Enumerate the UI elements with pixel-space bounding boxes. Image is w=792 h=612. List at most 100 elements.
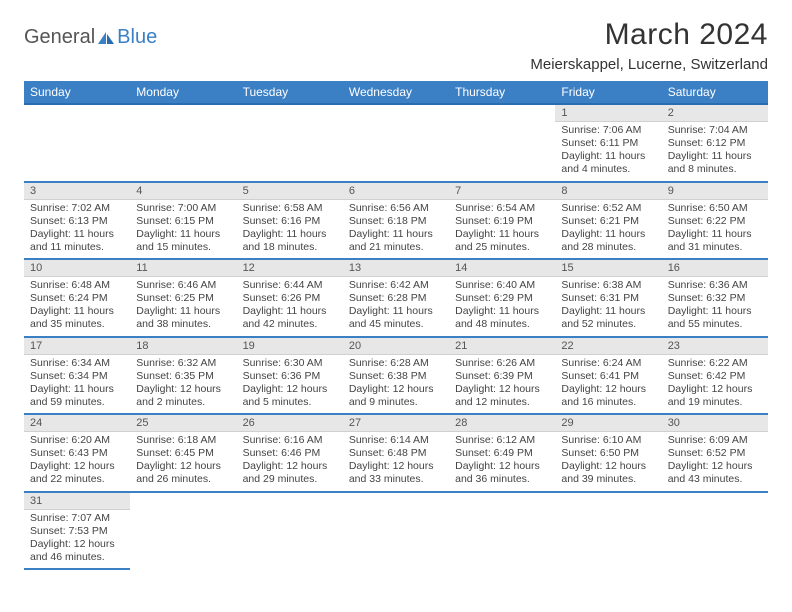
day-sr: Sunrise: 6:10 AM [561,434,655,447]
calendar-table: Sunday Monday Tuesday Wednesday Thursday… [24,81,768,570]
day-d1: Daylight: 11 hours [243,228,337,241]
day-number-cell [343,104,449,122]
day-d2: and 33 minutes. [349,473,443,486]
day-number-cell: 11 [130,259,236,277]
day-content-cell: Sunrise: 6:52 AMSunset: 6:21 PMDaylight:… [555,199,661,259]
day-d1: Daylight: 11 hours [455,305,549,318]
day-d1: Daylight: 11 hours [136,228,230,241]
day-number-cell: 26 [237,414,343,432]
day-sr: Sunrise: 6:46 AM [136,279,230,292]
day-content-cell: Sunrise: 6:46 AMSunset: 6:25 PMDaylight:… [130,277,236,337]
day-content-cell: Sunrise: 7:02 AMSunset: 6:13 PMDaylight:… [24,199,130,259]
day-d1: Daylight: 11 hours [30,383,124,396]
day-content-cell: Sunrise: 6:10 AMSunset: 6:50 PMDaylight:… [555,432,661,492]
day-d2: and 2 minutes. [136,396,230,409]
day-number-cell [237,492,343,510]
day-number-cell: 5 [237,182,343,200]
day-d1: Daylight: 12 hours [349,460,443,473]
day-content-cell: Sunrise: 6:26 AMSunset: 6:39 PMDaylight:… [449,354,555,414]
day-ss: Sunset: 6:32 PM [668,292,762,305]
day-number-cell [24,104,130,122]
day-content-cell: Sunrise: 6:14 AMSunset: 6:48 PMDaylight:… [343,432,449,492]
day-number-cell: 13 [343,259,449,277]
day-number-cell: 28 [449,414,555,432]
day-sr: Sunrise: 6:48 AM [30,279,124,292]
day-d1: Daylight: 12 hours [136,460,230,473]
weekday-sunday: Sunday [24,81,130,104]
header: General Blue March 2024 Meierskappel, Lu… [24,18,768,73]
day-sr: Sunrise: 6:26 AM [455,357,549,370]
day-number-cell [449,492,555,510]
day-sr: Sunrise: 6:12 AM [455,434,549,447]
day-content-cell [449,509,555,569]
day-d2: and 35 minutes. [30,318,124,331]
day-d1: Daylight: 12 hours [668,460,762,473]
day-ss: Sunset: 6:29 PM [455,292,549,305]
day-sr: Sunrise: 7:02 AM [30,202,124,215]
day-d2: and 39 minutes. [561,473,655,486]
day-content-row: Sunrise: 7:02 AMSunset: 6:13 PMDaylight:… [24,199,768,259]
day-d2: and 36 minutes. [455,473,549,486]
day-content-cell: Sunrise: 6:44 AMSunset: 6:26 PMDaylight:… [237,277,343,337]
day-sr: Sunrise: 6:58 AM [243,202,337,215]
day-d1: Daylight: 11 hours [349,305,443,318]
day-ss: Sunset: 6:48 PM [349,447,443,460]
day-number-cell: 15 [555,259,661,277]
day-d1: Daylight: 12 hours [349,383,443,396]
day-number-cell: 19 [237,337,343,355]
day-d2: and 45 minutes. [349,318,443,331]
day-d1: Daylight: 12 hours [561,383,655,396]
sail-icon [97,31,115,45]
day-number-cell [130,492,236,510]
day-d2: and 28 minutes. [561,241,655,254]
day-content-row: Sunrise: 6:48 AMSunset: 6:24 PMDaylight:… [24,277,768,337]
day-content-cell [130,509,236,569]
day-ss: Sunset: 6:38 PM [349,370,443,383]
day-ss: Sunset: 6:31 PM [561,292,655,305]
day-content-cell: Sunrise: 6:36 AMSunset: 6:32 PMDaylight:… [662,277,768,337]
day-ss: Sunset: 6:21 PM [561,215,655,228]
day-d1: Daylight: 11 hours [30,305,124,318]
day-number-cell: 24 [24,414,130,432]
day-content-cell: Sunrise: 6:40 AMSunset: 6:29 PMDaylight:… [449,277,555,337]
day-content-cell: Sunrise: 6:50 AMSunset: 6:22 PMDaylight:… [662,199,768,259]
day-d1: Daylight: 11 hours [668,305,762,318]
day-d2: and 48 minutes. [455,318,549,331]
day-ss: Sunset: 6:46 PM [243,447,337,460]
day-d2: and 43 minutes. [668,473,762,486]
day-d2: and 12 minutes. [455,396,549,409]
day-d1: Daylight: 11 hours [561,228,655,241]
day-number-cell [662,492,768,510]
day-ss: Sunset: 6:43 PM [30,447,124,460]
day-number-cell: 6 [343,182,449,200]
day-content-row: Sunrise: 7:07 AMSunset: 7:53 PMDaylight:… [24,509,768,569]
day-content-cell: Sunrise: 6:42 AMSunset: 6:28 PMDaylight:… [343,277,449,337]
day-d2: and 11 minutes. [30,241,124,254]
day-ss: Sunset: 6:49 PM [455,447,549,460]
weekday-wednesday: Wednesday [343,81,449,104]
day-sr: Sunrise: 7:04 AM [668,124,762,137]
day-number-row: 17181920212223 [24,337,768,355]
day-d2: and 8 minutes. [668,163,762,176]
day-content-cell: Sunrise: 6:28 AMSunset: 6:38 PMDaylight:… [343,354,449,414]
day-d2: and 22 minutes. [30,473,124,486]
day-number-cell: 4 [130,182,236,200]
day-d1: Daylight: 11 hours [561,305,655,318]
day-d2: and 26 minutes. [136,473,230,486]
day-content-cell: Sunrise: 6:30 AMSunset: 6:36 PMDaylight:… [237,354,343,414]
weekday-monday: Monday [130,81,236,104]
day-number-cell [237,104,343,122]
day-number-cell: 20 [343,337,449,355]
day-ss: Sunset: 6:28 PM [349,292,443,305]
day-content-cell [237,509,343,569]
day-content-cell: Sunrise: 6:34 AMSunset: 6:34 PMDaylight:… [24,354,130,414]
day-content-cell: Sunrise: 7:07 AMSunset: 7:53 PMDaylight:… [24,509,130,569]
day-d1: Daylight: 12 hours [561,460,655,473]
day-number-cell: 18 [130,337,236,355]
day-content-cell [130,122,236,182]
day-sr: Sunrise: 6:36 AM [668,279,762,292]
day-number-row: 24252627282930 [24,414,768,432]
day-number-cell: 7 [449,182,555,200]
day-content-cell: Sunrise: 7:06 AMSunset: 6:11 PMDaylight:… [555,122,661,182]
day-sr: Sunrise: 6:50 AM [668,202,762,215]
